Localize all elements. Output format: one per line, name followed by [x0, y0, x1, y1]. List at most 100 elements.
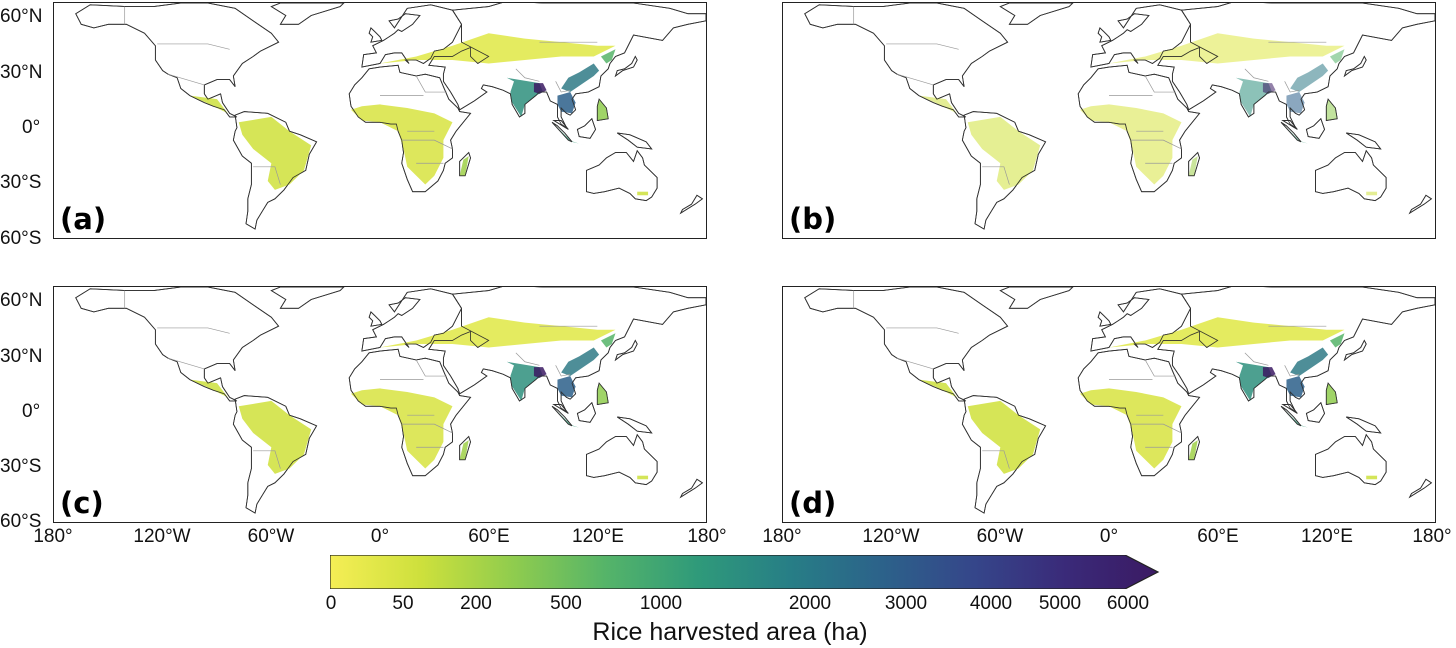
coastline-india-east — [552, 120, 569, 130]
lon-tick-60e: 60°E — [1197, 526, 1239, 547]
coastline-new-zealand — [1408, 478, 1433, 499]
country-border — [1284, 365, 1300, 377]
rice-area-zone — [1079, 388, 1182, 469]
country-border — [401, 139, 453, 150]
landmass-new-guinea — [617, 132, 653, 150]
coastline-new-zealand — [679, 194, 704, 215]
colorbar — [330, 555, 1160, 589]
rice-area-zone — [557, 376, 576, 398]
coastline-north-america — [75, 287, 280, 402]
coastline-sumatra — [1280, 405, 1302, 427]
coastline-africa — [1077, 64, 1201, 193]
country-border — [886, 43, 959, 50]
colorbar-tick-1000: 1000 — [639, 593, 683, 614]
rice-area-zone — [1262, 367, 1276, 378]
coastline-sumatra — [551, 405, 573, 427]
coastline-india-east — [552, 404, 569, 414]
country-border — [1144, 359, 1176, 377]
coastline-new-guinea — [1346, 416, 1382, 434]
coastline-europe — [361, 4, 463, 68]
coastline-africa — [348, 64, 472, 193]
rice-area-zone — [1286, 92, 1305, 114]
lon-tick-0: 0° — [370, 526, 390, 547]
country-border — [555, 365, 571, 377]
coastline-madagascar — [1188, 151, 1200, 177]
map-panel-a: (a) — [53, 2, 707, 239]
country-border — [157, 43, 230, 50]
panel-label-a: (a) — [60, 202, 107, 236]
coastline-new-guinea — [617, 132, 653, 150]
rice-area-zone — [1329, 333, 1345, 348]
coastline-australia — [586, 149, 658, 202]
coastline-asia — [1157, 3, 1435, 129]
rice-area-zone — [597, 383, 609, 405]
world-map-c — [75, 287, 706, 514]
coastline-philippines — [1325, 382, 1338, 405]
coastline-north-america — [804, 3, 1009, 118]
colorbar-tick-6000: 6000 — [1106, 593, 1150, 614]
country-border — [1130, 139, 1182, 150]
rice-area-zone — [459, 156, 469, 176]
lon-tick-120w: 120°W — [133, 526, 191, 547]
coastline-greenland — [999, 287, 1074, 309]
map-panel-d: (d) — [782, 286, 1436, 523]
rice-area-zone — [350, 388, 453, 469]
rice-area-zone — [1326, 99, 1338, 121]
colorbar-tick-3000: 3000 — [884, 593, 928, 614]
panel-label-c: (c) — [60, 486, 104, 520]
country-border — [896, 357, 934, 370]
lat-tick-30n: 30°N — [0, 62, 43, 83]
coastline-australia — [586, 433, 658, 486]
lon-tick-120e: 120°E — [1301, 526, 1353, 547]
rice-area-zone — [967, 400, 1041, 474]
rice-area-zone — [1290, 63, 1329, 93]
rice-area-zone — [1366, 475, 1378, 480]
world-map-b — [804, 3, 1435, 230]
lat-tick-60s: 60°S — [0, 228, 42, 249]
colorbar-bar — [330, 555, 1160, 589]
coastline-madagascar — [1188, 435, 1200, 461]
coastline-new-guinea — [617, 416, 653, 434]
country-border — [253, 166, 281, 185]
rice-area-zone — [238, 400, 312, 474]
rice-area-zone — [1109, 317, 1345, 348]
colorbar-tick-200: 200 — [460, 593, 492, 614]
world-map-d — [804, 287, 1435, 514]
coastline-north-america — [75, 3, 280, 118]
coastline-madagascar — [459, 151, 471, 177]
rice-area-zone — [1188, 156, 1198, 176]
lon-tick-180e: 180° — [1412, 526, 1452, 547]
lat-tick-30s: 30°S — [0, 456, 42, 477]
rice-area-zone — [1366, 191, 1378, 196]
rice-area-zone — [1326, 383, 1338, 405]
country-border — [1284, 81, 1300, 93]
country-border — [515, 68, 540, 82]
coastline-greenland — [270, 287, 345, 309]
lon-tick-60e: 60°E — [468, 526, 510, 547]
coastline-europe — [1090, 4, 1192, 68]
coastline-asia — [428, 287, 706, 413]
lon-tick-180e: 180° — [687, 526, 727, 547]
country-border — [415, 359, 447, 377]
lon-tick-60w: 60°W — [247, 526, 295, 547]
colorbar-tick-4000: 4000 — [969, 593, 1013, 614]
coastline-india-east — [1281, 404, 1298, 414]
lon-tick-60w: 60°W — [976, 526, 1024, 547]
country-border — [253, 450, 281, 469]
coastline-australia — [1315, 433, 1387, 486]
coastline-sumatra — [1280, 121, 1302, 143]
rice-area-zone — [533, 367, 547, 378]
coastline-borneo — [576, 117, 596, 139]
country-border — [982, 450, 1010, 469]
coastline-africa — [1077, 348, 1201, 477]
country-border — [982, 166, 1010, 185]
coastline-borneo — [1305, 117, 1325, 139]
country-border — [555, 81, 571, 93]
colorbar-tick-5000: 5000 — [1038, 593, 1082, 614]
colorbar-tick-0: 0 — [325, 593, 337, 614]
coastline-japan — [614, 339, 638, 362]
map-panel-c: (c) — [53, 286, 707, 523]
country-border — [515, 352, 540, 366]
coastline-greenland — [999, 3, 1074, 25]
coastline-sumatra — [551, 121, 573, 143]
